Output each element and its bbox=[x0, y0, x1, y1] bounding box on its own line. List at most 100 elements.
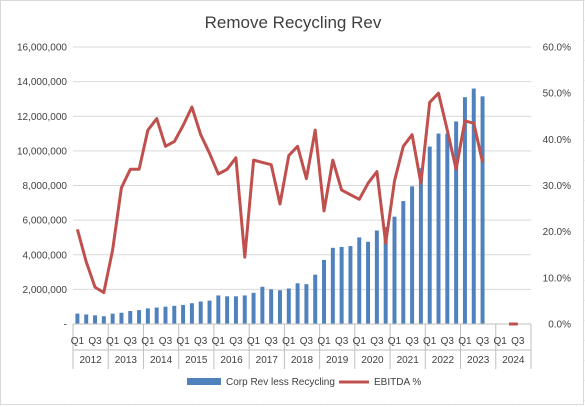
quarter-label: Q3 bbox=[476, 336, 490, 347]
year-label: 2017 bbox=[256, 355, 279, 366]
y-left-tick-label: 6,000,000 bbox=[23, 216, 68, 227]
y-left-tick-label: 10,000,000 bbox=[17, 146, 67, 157]
quarter-label: Q3 bbox=[335, 336, 349, 347]
bar bbox=[286, 288, 291, 324]
bar bbox=[84, 314, 89, 324]
quarter-label: Q3 bbox=[405, 336, 419, 347]
y-left-tick-label: - bbox=[64, 320, 67, 331]
bar bbox=[93, 315, 98, 324]
bar bbox=[225, 296, 230, 324]
y-left-tick-label: 8,000,000 bbox=[23, 181, 68, 192]
year-label: 2012 bbox=[79, 355, 102, 366]
bar bbox=[445, 133, 450, 324]
bar bbox=[251, 292, 256, 324]
bar bbox=[313, 274, 318, 324]
bar bbox=[189, 303, 194, 324]
y-right-tick-label: 10.0% bbox=[543, 273, 571, 284]
quarter-label: Q1 bbox=[176, 336, 190, 347]
y-left-tick-label: 2,000,000 bbox=[23, 285, 68, 296]
bar bbox=[119, 312, 124, 324]
bar bbox=[392, 216, 397, 324]
quarter-label: Q3 bbox=[194, 336, 208, 347]
quarter-label: Q3 bbox=[229, 336, 243, 347]
bar bbox=[198, 301, 203, 324]
y-right-tick-label: 20.0% bbox=[543, 227, 571, 238]
bar bbox=[357, 237, 362, 324]
quarter-label: Q3 bbox=[265, 336, 279, 347]
quarter-label: Q3 bbox=[124, 336, 138, 347]
bar bbox=[295, 283, 300, 324]
year-label: 2013 bbox=[115, 355, 138, 366]
y-right-tick-label: 30.0% bbox=[543, 181, 571, 192]
quarter-label: Q3 bbox=[511, 336, 525, 347]
bar bbox=[269, 289, 274, 324]
quarter-label: Q1 bbox=[106, 336, 120, 347]
quarter-label: Q1 bbox=[71, 336, 85, 347]
legend-label: EBITDA % bbox=[374, 377, 421, 388]
bar bbox=[181, 304, 186, 324]
year-label: 2020 bbox=[361, 355, 384, 366]
ebitda-line bbox=[75, 91, 485, 295]
quarter-label: Q1 bbox=[247, 336, 261, 347]
chart-title: Remove Recycling Rev bbox=[205, 13, 382, 32]
bar bbox=[260, 286, 265, 324]
quarter-label: Q1 bbox=[458, 336, 472, 347]
quarter-label: Q3 bbox=[88, 336, 102, 347]
bar bbox=[233, 296, 238, 324]
quarter-label: Q1 bbox=[212, 336, 226, 347]
quarter-label: Q1 bbox=[141, 336, 155, 347]
bar bbox=[427, 146, 432, 324]
bar bbox=[172, 305, 177, 324]
y-left-tick-label: 16,000,000 bbox=[17, 43, 67, 54]
legend-swatch-bar bbox=[187, 378, 221, 385]
bar bbox=[277, 290, 282, 324]
bar bbox=[410, 186, 415, 324]
year-label: 2019 bbox=[326, 355, 349, 366]
y-right-tick-label: 40.0% bbox=[543, 135, 571, 146]
bar bbox=[207, 300, 212, 324]
bar bbox=[462, 97, 467, 324]
year-label: 2022 bbox=[432, 355, 455, 366]
bar bbox=[128, 311, 133, 324]
y-right-tick-label: 60.0% bbox=[543, 43, 571, 54]
quarter-label: Q3 bbox=[159, 336, 173, 347]
quarter-label: Q1 bbox=[423, 336, 437, 347]
y-left-tick-label: 14,000,000 bbox=[17, 77, 67, 88]
quarter-label: Q3 bbox=[441, 336, 455, 347]
quarter-label: Q1 bbox=[282, 336, 296, 347]
bar bbox=[304, 284, 309, 324]
bar bbox=[322, 259, 327, 324]
quarter-label: Q3 bbox=[300, 336, 314, 347]
year-label: 2018 bbox=[291, 355, 314, 366]
bar bbox=[75, 313, 80, 324]
year-label: 2015 bbox=[185, 355, 208, 366]
bar bbox=[374, 230, 379, 324]
year-label: 2021 bbox=[397, 355, 420, 366]
bar bbox=[145, 308, 150, 324]
y-left-tick-label: 4,000,000 bbox=[23, 250, 68, 261]
year-label: 2016 bbox=[220, 355, 243, 366]
bar bbox=[401, 201, 406, 324]
bar bbox=[330, 247, 335, 324]
bar bbox=[101, 316, 106, 324]
y-right-tick-label: 50.0% bbox=[543, 89, 571, 100]
quarter-label: Q1 bbox=[317, 336, 331, 347]
quarter-label: Q1 bbox=[353, 336, 367, 347]
bar bbox=[348, 246, 353, 324]
bar bbox=[154, 307, 159, 324]
quarter-label: Q1 bbox=[388, 336, 402, 347]
bar bbox=[383, 227, 388, 324]
year-label: 2023 bbox=[467, 355, 490, 366]
bar bbox=[339, 246, 344, 324]
bar bbox=[366, 241, 371, 324]
bar bbox=[163, 306, 168, 324]
bar bbox=[110, 313, 115, 324]
bar bbox=[418, 168, 423, 324]
quarter-label: Q1 bbox=[494, 336, 508, 347]
bar bbox=[137, 310, 142, 324]
y-right-tick-label: 0.0% bbox=[548, 320, 571, 331]
bar bbox=[471, 88, 476, 324]
quarter-label: Q3 bbox=[370, 336, 384, 347]
